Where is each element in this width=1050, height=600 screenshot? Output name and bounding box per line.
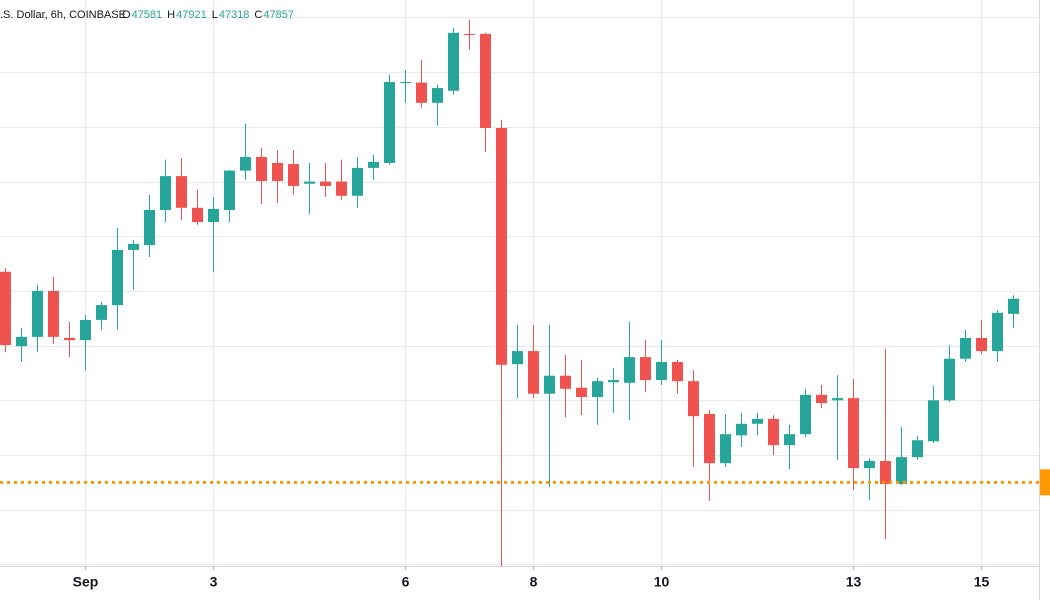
candle-body <box>32 290 43 337</box>
x-tick-label: 15 <box>974 574 990 590</box>
candle-body <box>416 82 427 103</box>
candle-body <box>656 362 667 381</box>
ohlc-label: O <box>122 9 131 21</box>
x-tick-label: Sep <box>73 574 99 590</box>
ohlc-value: 47921 <box>176 9 207 21</box>
x-tick-label: 6 <box>402 574 410 590</box>
ohlc-value: 47318 <box>219 9 250 21</box>
ohlc-value: 47581 <box>132 9 163 21</box>
candle-body <box>848 398 859 469</box>
candle-body <box>352 167 363 196</box>
candle-body <box>192 207 203 223</box>
candle-body <box>528 351 539 394</box>
candle-body <box>832 398 843 401</box>
ohlc-label: L <box>212 9 218 21</box>
chart-header: .S. Dollar, 6h, COINBASE <box>0 9 126 21</box>
candle-body <box>144 209 155 245</box>
price-label-box <box>1040 469 1050 496</box>
candles <box>0 19 1019 568</box>
candle-body <box>1008 298 1019 314</box>
candle-body <box>320 181 331 186</box>
candle-body <box>240 156 251 171</box>
candle-body <box>480 33 491 128</box>
candle-body <box>912 440 923 458</box>
candle-body <box>96 305 107 320</box>
x-tick-label: 10 <box>654 574 670 590</box>
candle-body <box>384 82 395 163</box>
candle-body <box>640 357 651 381</box>
candle-body <box>624 357 635 383</box>
candle-body <box>672 362 683 382</box>
candle-body <box>448 32 459 91</box>
candle-body <box>544 375 555 394</box>
candle-body <box>496 127 507 365</box>
candle-body <box>752 418 763 424</box>
candle-body <box>880 461 891 484</box>
candle-body <box>336 181 347 196</box>
candle-body <box>368 161 379 168</box>
candle-body <box>992 312 1003 352</box>
candle-body <box>0 271 11 346</box>
grid <box>0 0 1039 566</box>
candle-body <box>112 249 123 306</box>
candle-body <box>272 162 283 182</box>
candle-body <box>224 170 235 210</box>
candle-body <box>576 387 587 398</box>
candle-body <box>816 394 827 404</box>
candle-body <box>592 381 603 398</box>
candle-body <box>976 337 987 352</box>
candle-body <box>160 176 171 210</box>
candle-body <box>928 400 939 442</box>
candle-body <box>304 181 315 184</box>
candle-body <box>720 434 731 464</box>
candle-body <box>704 413 715 464</box>
candle-body <box>464 33 475 35</box>
candle-body <box>288 164 299 186</box>
candle-body <box>896 457 907 484</box>
candle-body <box>960 337 971 359</box>
candle-body <box>736 423 747 436</box>
candle-body <box>16 336 27 347</box>
ohlc-label: C <box>254 9 262 21</box>
candle-body <box>48 290 59 337</box>
x-tick-label: 8 <box>530 574 538 590</box>
candle-body <box>688 381 699 417</box>
candle-body <box>768 418 779 446</box>
candle-body <box>432 88 443 103</box>
ohlc-legend: O 47581 H 47921 L 47318 C 47857 <box>122 9 294 21</box>
candle-body <box>560 375 571 389</box>
candle-body <box>800 394 811 435</box>
ohlc-label: H <box>167 9 175 21</box>
candle-body <box>400 82 411 84</box>
candle-body <box>64 337 75 341</box>
x-tick-label: 13 <box>846 574 862 590</box>
candle-body <box>512 351 523 365</box>
candle-body <box>256 156 267 182</box>
candle-body <box>608 380 619 383</box>
candle-body <box>176 176 187 208</box>
overlay <box>0 469 1050 496</box>
candle-body <box>208 208 219 223</box>
ohlc-value: 47857 <box>263 9 294 21</box>
candle-body <box>944 358 955 401</box>
candle-body <box>864 461 875 469</box>
candle-body <box>80 319 91 341</box>
x-tick-label: 3 <box>210 574 218 590</box>
candle-body <box>128 243 139 250</box>
candle-body <box>784 434 795 446</box>
